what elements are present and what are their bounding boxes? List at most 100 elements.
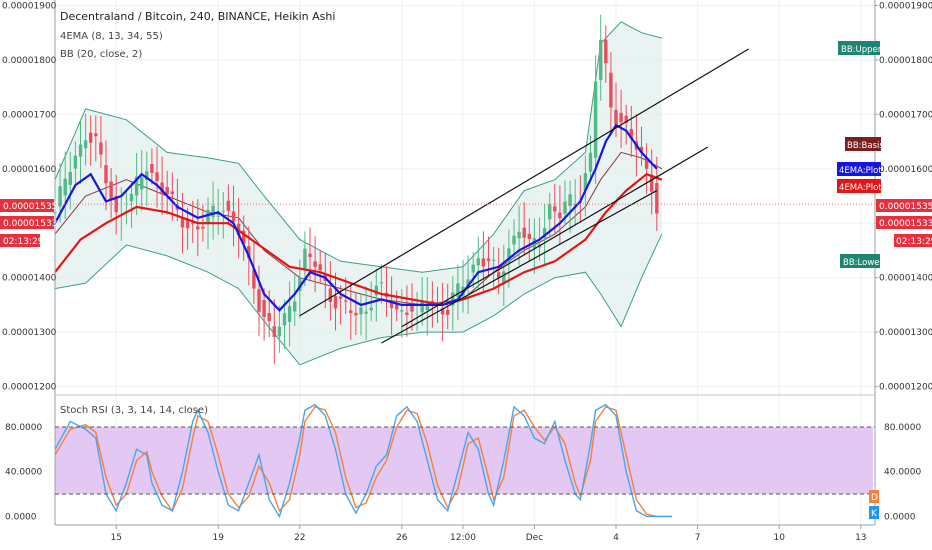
candle-body xyxy=(481,258,486,267)
candle-body xyxy=(491,259,496,261)
trend-channel-lines[interactable] xyxy=(299,48,749,344)
time-tick-label: 19 xyxy=(212,533,224,543)
candle-body xyxy=(216,215,220,217)
candle-body xyxy=(548,204,552,220)
ema-lines xyxy=(54,123,663,312)
candle-body xyxy=(180,217,185,228)
time-tick-label: 22 xyxy=(294,533,305,543)
candle-body xyxy=(650,174,654,192)
channel-line[interactable] xyxy=(401,146,709,328)
k-badge: K xyxy=(871,509,878,519)
candle-body xyxy=(272,326,276,337)
left-price-label-b-bg xyxy=(0,216,54,229)
price-tick-right: 0.00001400 xyxy=(879,274,932,284)
left-countdown: 02:13:29 xyxy=(3,237,44,247)
candle-body xyxy=(303,248,307,269)
candle-body xyxy=(517,231,521,239)
candle-body xyxy=(507,248,511,264)
candle-body xyxy=(211,205,215,218)
time-tick-label: 10 xyxy=(773,533,785,543)
bb-upper-label-bg xyxy=(838,41,880,55)
price-tick-right: 0.00001300 xyxy=(879,328,932,338)
candle-body xyxy=(614,109,618,125)
candle-body xyxy=(527,233,531,239)
candle-body xyxy=(293,301,297,312)
candle-body xyxy=(150,164,154,173)
candle-body xyxy=(344,300,348,302)
candle-body xyxy=(395,304,399,310)
left-price-label-a: 0.00001535 xyxy=(3,202,57,212)
candle-body xyxy=(226,200,231,211)
price-tick-right: 0.00001200 xyxy=(879,383,932,393)
ema-blue-line xyxy=(54,123,658,312)
candle-body xyxy=(140,177,144,190)
candle-body xyxy=(624,115,628,123)
candle-body xyxy=(349,310,353,314)
stoch-legend[interactable]: Stoch RSI (3, 3, 14, 14, close) xyxy=(60,405,208,416)
candle-body xyxy=(313,261,317,267)
price-tick-left: 0.00001700 xyxy=(2,110,57,120)
candle-body xyxy=(563,201,567,214)
time-tick-label: 15 xyxy=(110,533,121,543)
candle-body xyxy=(170,191,174,195)
candle-body xyxy=(374,285,378,296)
price-tick-left: 0.00001200 xyxy=(2,383,57,393)
rsi-tick-right: 0.0000 xyxy=(884,512,916,522)
rsi-tick-right: 80.0000 xyxy=(884,423,921,433)
candle-body xyxy=(267,312,271,322)
candle-body xyxy=(99,142,103,155)
candle-body xyxy=(191,222,195,224)
candle-body xyxy=(655,183,659,214)
price-tick-right: 0.00001900 xyxy=(879,1,932,11)
channel-line[interactable] xyxy=(381,190,658,344)
ema-legend[interactable]: 4EMA (8, 13, 34, 55) xyxy=(60,31,163,42)
candle-body xyxy=(583,173,588,191)
candle-body xyxy=(486,258,491,262)
candle-body xyxy=(512,235,516,245)
candle-body xyxy=(165,187,169,195)
price-tick-right: 0.00001600 xyxy=(879,165,932,175)
candle-body xyxy=(558,212,562,219)
rsi-tick-left: 80.0000 xyxy=(5,423,42,433)
rsi-tick-right: 40.0000 xyxy=(884,468,921,478)
candle-body xyxy=(63,178,67,196)
bb-upper-label: BB:Upper xyxy=(841,45,882,55)
bb-legend[interactable]: BB (20, close, 2) xyxy=(60,49,142,60)
left-price-label-a-bg xyxy=(0,199,54,212)
candle-body xyxy=(333,295,338,309)
candle-body xyxy=(318,264,322,271)
candle-body xyxy=(109,181,113,200)
candle-body xyxy=(287,306,292,322)
channel-line[interactable] xyxy=(299,48,749,317)
candle-body xyxy=(129,193,134,202)
bb-lower-label: BB:Lower xyxy=(843,258,883,268)
rsi-tick-left: 40.0000 xyxy=(5,468,42,478)
rsi-tick-left: 0.0000 xyxy=(5,512,37,522)
candle-body xyxy=(257,289,261,312)
left-countdown-bg xyxy=(0,234,40,247)
bb-basis-label: BB:Basis xyxy=(847,141,884,151)
candle-body xyxy=(410,305,414,312)
candle-body xyxy=(522,227,526,238)
symbol-title[interactable]: Decentraland / Bitcoin, 240, BINANCE, He… xyxy=(60,10,335,23)
candle-body xyxy=(369,307,373,311)
candle-body xyxy=(277,326,282,337)
candle-body xyxy=(104,165,108,184)
candle-body xyxy=(145,171,149,180)
candle-body xyxy=(466,279,470,287)
candle-body xyxy=(405,312,409,315)
candle-body xyxy=(201,226,205,229)
candle-body xyxy=(609,72,613,108)
ema-blue-label: 4EMA:Plot xyxy=(839,166,882,176)
candle-body xyxy=(446,309,450,315)
candle-body xyxy=(440,308,445,315)
right-countdown: 02:13:29 xyxy=(896,237,932,247)
candle-body xyxy=(252,269,256,289)
candle-body xyxy=(379,282,384,284)
price-tick-right: 0.00001800 xyxy=(879,56,932,66)
candle-body xyxy=(629,129,633,139)
candle-body xyxy=(282,313,287,326)
time-tick-label: 12:00 xyxy=(450,533,476,543)
